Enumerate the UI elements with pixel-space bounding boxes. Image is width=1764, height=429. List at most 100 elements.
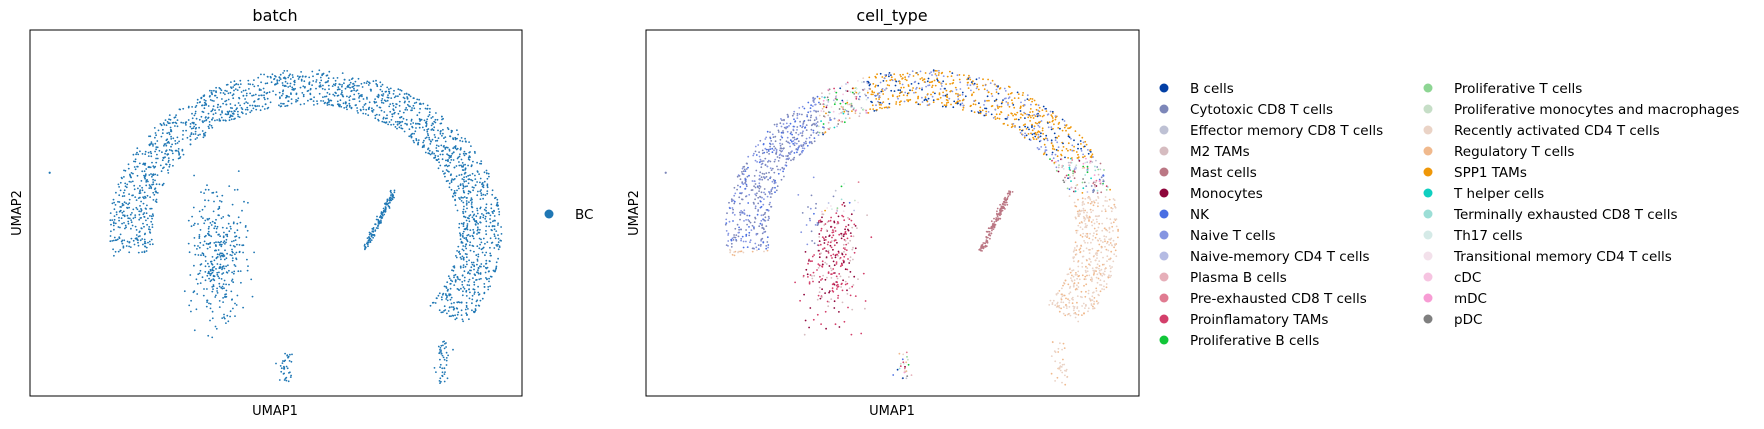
scatter-point [1077, 147, 1079, 150]
scatter-point [1081, 305, 1083, 307]
scatter-point [182, 129, 185, 132]
scatter-point [463, 270, 466, 273]
scatter-point [796, 126, 799, 128]
scatter-point [258, 105, 260, 107]
scatter-point [1080, 290, 1083, 293]
scatter-point [206, 299, 209, 302]
scatter-point [1011, 191, 1014, 193]
scatter-point [889, 79, 892, 82]
scatter-point [995, 85, 998, 87]
scatter-point [233, 110, 236, 112]
scatter-point [812, 271, 815, 274]
scatter-point [119, 189, 122, 192]
scatter-point [486, 184, 489, 187]
scatter-point [850, 105, 853, 108]
scatter-point [1042, 105, 1045, 108]
scatter-point [482, 193, 485, 196]
scatter-point [480, 162, 483, 165]
scatter-point [461, 178, 464, 180]
scatter-point [809, 307, 812, 309]
scatter-point [200, 215, 203, 218]
scatter-point [162, 156, 165, 159]
scatter-point [221, 98, 223, 100]
scatter-point [181, 148, 184, 151]
scatter-point [811, 277, 814, 280]
scatter-point [190, 127, 193, 130]
scatter-point [400, 127, 403, 130]
scatter-point [376, 215, 378, 218]
scatter-point [348, 102, 351, 105]
scatter-point [478, 293, 481, 296]
scatter-point [328, 70, 331, 73]
scatter-point [456, 209, 459, 212]
scatter-point [864, 110, 867, 113]
scatter-point [376, 84, 378, 86]
scatter-point [841, 301, 844, 304]
scatter-point [1115, 225, 1118, 228]
scatter-point [1105, 189, 1108, 191]
scatter-point [1082, 302, 1085, 305]
scatter-point [1086, 161, 1089, 164]
scatter-point [229, 244, 232, 247]
scatter-point [1077, 270, 1080, 273]
scatter-point [126, 214, 129, 217]
scatter-point [368, 238, 371, 241]
scatter-point [257, 84, 259, 87]
scatter-point [128, 193, 131, 196]
scatter-point [946, 95, 948, 98]
scatter-point [155, 190, 157, 193]
scatter-point [459, 253, 461, 255]
scatter-point [1093, 303, 1095, 305]
scatter-point [408, 100, 410, 103]
scatter-point [150, 155, 153, 158]
scatter-point [485, 169, 488, 172]
scatter-point [444, 140, 447, 143]
scatter-point [1096, 229, 1098, 232]
scatter-point [232, 97, 235, 100]
scatter-point [454, 147, 457, 150]
scatter-point [213, 266, 216, 268]
scatter-point [378, 216, 381, 219]
scatter-point [476, 207, 478, 210]
scatter-point [127, 203, 129, 206]
scatter-point [791, 140, 793, 143]
scatter-point [1100, 176, 1103, 179]
scatter-point [142, 202, 145, 205]
scatter-point [1069, 314, 1072, 317]
scatter-point [387, 90, 390, 93]
scatter-point [373, 100, 376, 103]
scatter-point [311, 84, 313, 86]
scatter-point [392, 93, 395, 95]
scatter-point [993, 217, 995, 220]
scatter-point [167, 122, 170, 125]
scatter-point [1073, 177, 1076, 180]
scatter-point [945, 99, 948, 101]
scatter-point [992, 228, 995, 231]
scatter-point [763, 151, 766, 154]
scatter-point [993, 226, 996, 229]
scatter-point [1018, 126, 1021, 128]
scatter-point [481, 182, 484, 185]
scatter-point [1092, 189, 1094, 192]
scatter-point [243, 102, 246, 105]
scatter-point [496, 201, 499, 204]
scatter-point [1062, 306, 1065, 308]
scatter-point [753, 175, 756, 177]
scatter-point [876, 108, 878, 111]
scatter-point [206, 184, 208, 187]
scatter-point [836, 288, 838, 290]
scatter-point [177, 157, 180, 160]
scatter-point [832, 234, 835, 237]
scatter-point [1092, 235, 1095, 237]
scatter-point [392, 123, 395, 126]
scatter-point [279, 78, 282, 80]
scatter-point [427, 134, 430, 137]
scatter-point [431, 116, 434, 118]
scatter-point [976, 83, 978, 86]
scatter-point [453, 265, 456, 267]
scatter-point [1061, 293, 1063, 296]
scatter-point [379, 81, 382, 84]
scatter-point [945, 104, 948, 107]
scatter-point [1076, 307, 1079, 310]
scatter-point [771, 180, 774, 183]
